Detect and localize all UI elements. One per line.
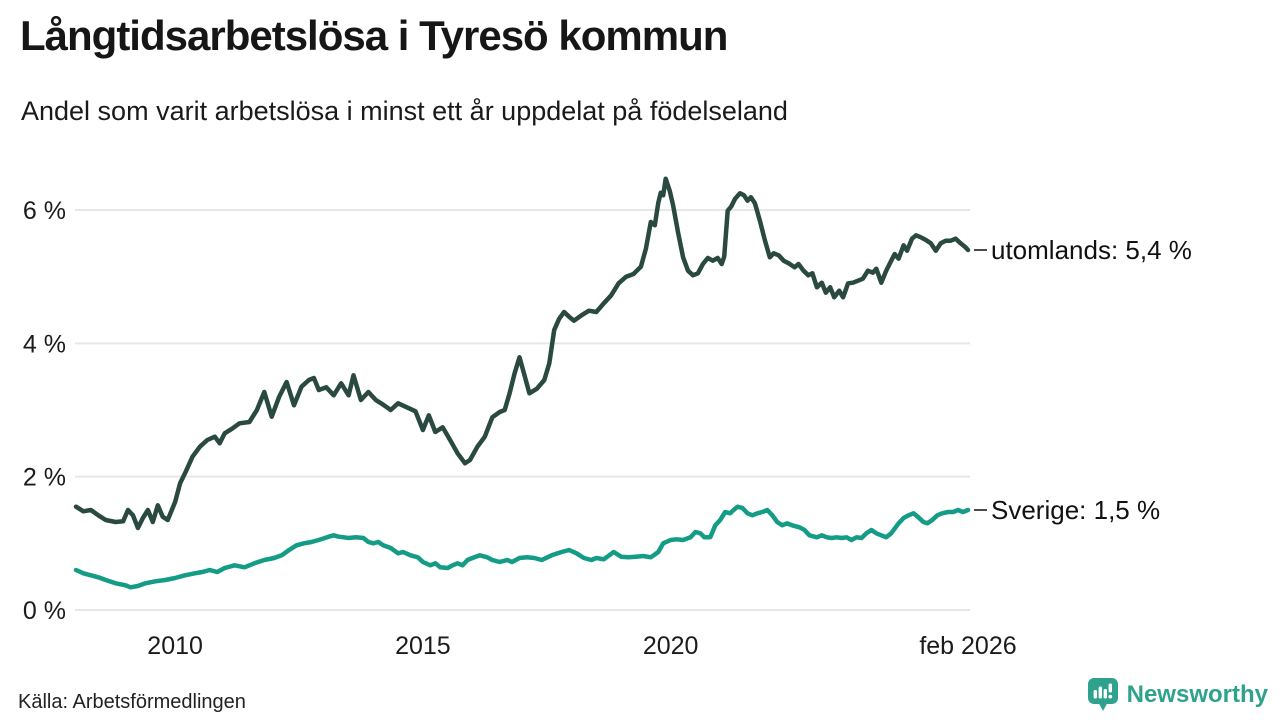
- series-line-sverige: [73, 504, 971, 590]
- y-tick-label: 6 %: [23, 197, 66, 225]
- page-title: Långtidsarbetslösa i Tyresö kommun: [20, 12, 728, 59]
- page-subtitle: Andel som varit arbetslösa i minst ett å…: [21, 96, 788, 126]
- series-end-label-sverige: Sverige: 1,5 %: [991, 495, 1160, 525]
- x-tick-label: 2010: [147, 632, 203, 660]
- x-tick-label: feb 2026: [919, 632, 1016, 660]
- y-tick-label: 4 %: [23, 330, 66, 358]
- x-tick-label: 2015: [395, 632, 451, 660]
- y-tick-label: 2 %: [23, 464, 66, 492]
- y-tick-label: 0 %: [23, 597, 66, 625]
- newsworthy-logo-icon: [1087, 676, 1119, 714]
- series-line-utomlands: [73, 176, 971, 531]
- newsworthy-brand-name: Newsworthy: [1126, 681, 1268, 708]
- series-end-label-utomlands: utomlands: 5,4 %: [991, 235, 1192, 265]
- source-note: Källa: Arbetsförmedlingen: [18, 691, 246, 713]
- x-tick-label: 2020: [643, 632, 699, 660]
- newsworthy-brand-link[interactable]: Newsworthy: [1087, 676, 1268, 714]
